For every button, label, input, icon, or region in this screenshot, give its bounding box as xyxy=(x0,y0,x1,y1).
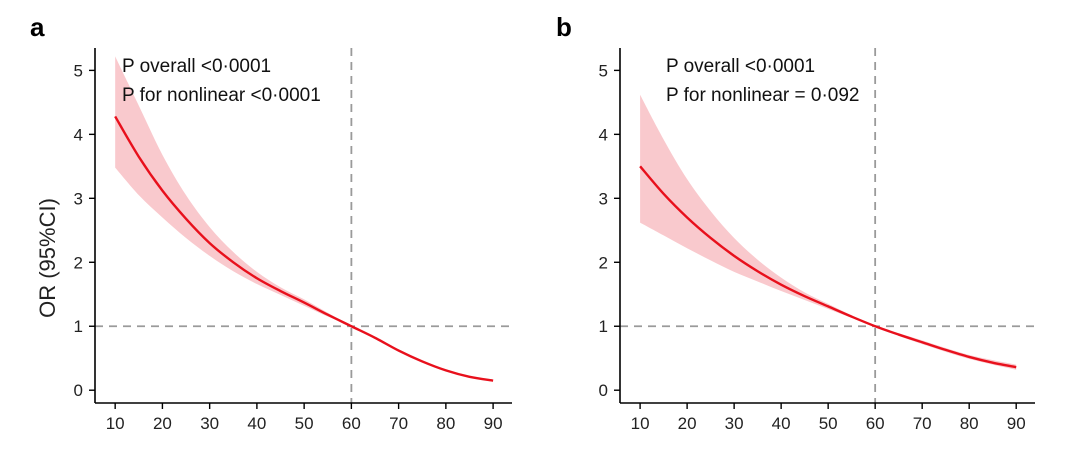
panel-a-x-tick-label: 20 xyxy=(153,414,172,433)
panel-b-y-tick-label: 0 xyxy=(599,381,608,400)
panel-b-or-line xyxy=(639,165,1017,369)
panel-a-x-tick-label: 30 xyxy=(200,414,219,433)
panel-a-x-tick-label: 60 xyxy=(342,414,361,433)
panel-a-x-tick-label: 10 xyxy=(106,414,125,433)
panel-b-x-tick-label: 20 xyxy=(678,414,697,433)
panel-b-letter: b xyxy=(556,12,572,42)
panel-b-reference-lines xyxy=(620,48,1035,403)
panel-a-letter: a xyxy=(30,12,45,42)
panel-a-x-tick-label: 50 xyxy=(295,414,314,433)
panel-a-axes: 0 1 2 3 4 5 10 20 30 40 50 60 70 80 90 xyxy=(74,48,512,433)
panel-a: a OR (95%CI) 0 1 2 3 4 5 10 20 30 40 50 60 70 80 90 P … xyxy=(30,12,512,433)
panel-b: b 0 1 2 3 4 5 10 20 30 40 50 60 70 80 90 P overall <0·… xyxy=(556,12,1035,433)
panel-a-x-tick-label: 80 xyxy=(436,414,455,433)
panel-a-y-tick-label: 1 xyxy=(74,317,83,336)
panel-a-x-tick-label: 90 xyxy=(484,414,503,433)
panel-b-x-tick-label: 70 xyxy=(913,414,932,433)
panel-b-x-tick-label: 90 xyxy=(1007,414,1026,433)
panel-b-x-tick-label: 60 xyxy=(866,414,885,433)
panel-a-y-tick-label: 4 xyxy=(74,125,83,144)
panel-b-x-tick-label: 80 xyxy=(960,414,979,433)
panel-b-x-tick-label: 40 xyxy=(772,414,791,433)
panel-a-ci-band-area xyxy=(115,56,494,382)
panel-b-ci-band-area xyxy=(640,94,1017,370)
panel-a-annotation-nonlinear: P for nonlinear <0·0001 xyxy=(122,85,321,106)
panel-b-annotation-overall: P overall <0·0001 xyxy=(666,56,815,77)
panel-a-or-line xyxy=(114,115,494,382)
panel-b-x-tick-label: 10 xyxy=(631,414,650,433)
panel-a-y-tick-label: 0 xyxy=(74,381,83,400)
panel-b-x-tick-label: 50 xyxy=(819,414,838,433)
panel-b-x-tick-label: 30 xyxy=(725,414,744,433)
panel-b-y-tick-label: 3 xyxy=(599,189,608,208)
panel-b-y-tick-label: 1 xyxy=(599,317,608,336)
panel-b-annotation-nonlinear: P for nonlinear = 0·092 xyxy=(666,85,859,106)
panel-a-y-tick-label: 2 xyxy=(74,253,83,272)
panel-b-ci-band xyxy=(640,94,1017,370)
panel-a-x-tick-label: 40 xyxy=(247,414,266,433)
panel-a-x-tick-label: 70 xyxy=(389,414,408,433)
panel-a-annotation-overall: P overall <0·0001 xyxy=(122,56,271,77)
panel-b-y-tick-label: 4 xyxy=(599,125,608,144)
panel-a-ci-band xyxy=(115,56,494,382)
panel-a-reference-lines xyxy=(95,48,512,403)
panel-b-y-tick-label: 5 xyxy=(599,61,608,80)
panel-a-y-tick-label: 3 xyxy=(74,189,83,208)
panel-a-y-tick-label: 5 xyxy=(74,61,83,80)
panel-b-y-tick-label: 2 xyxy=(599,253,608,272)
panel-a-y-axis-label: OR (95%CI) xyxy=(35,198,60,318)
panel-b-axes: 0 1 2 3 4 5 10 20 30 40 50 60 70 80 90 xyxy=(599,48,1035,433)
panel-a-or-curve xyxy=(114,115,494,382)
panel-b-or-curve xyxy=(639,165,1017,369)
